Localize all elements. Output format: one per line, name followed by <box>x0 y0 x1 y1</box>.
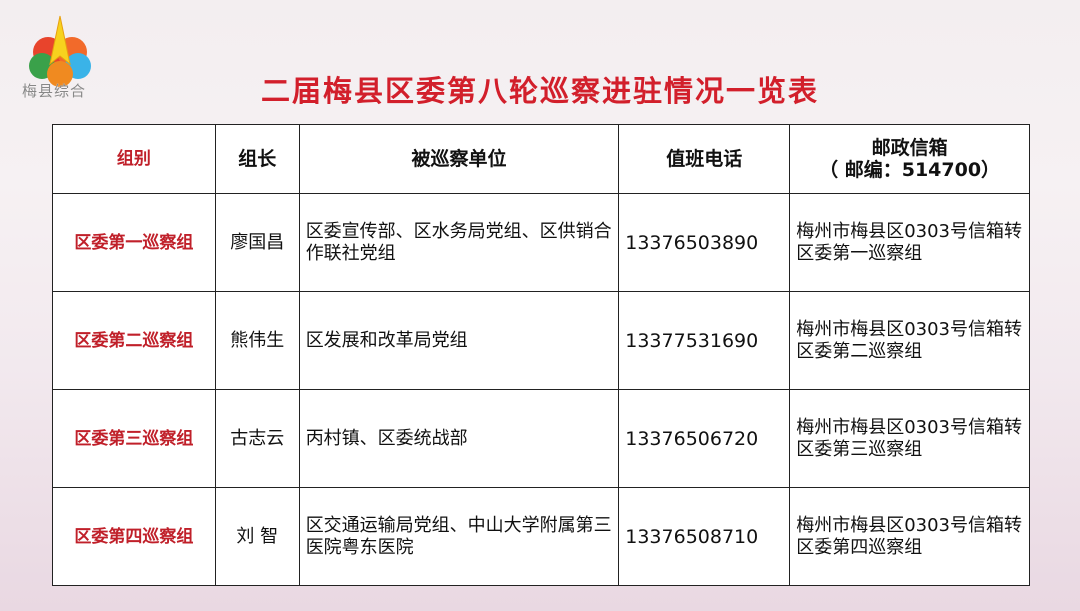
cell-phone: 13376506720 <box>618 389 791 488</box>
cell-leader: 熊伟生 <box>214 291 300 390</box>
cell-mailbox: 梅州市梅县区0303号信箱转区委第一巡察组 <box>789 193 1030 292</box>
cell-mailbox: 梅州市梅县区0303号信箱转区委第二巡察组 <box>789 291 1030 390</box>
table-row: 区委第四巡察组 刘 智 区交通运输局党组、中山大学附属第三医院粤东医院 1337… <box>52 487 1030 586</box>
logo-icon <box>29 15 91 87</box>
cell-mailbox: 梅州市梅县区0303号信箱转区委第三巡察组 <box>789 389 1030 488</box>
table-header: 组别 组长 被巡察单位 值班电话 邮政信箱（ 邮编：514700） <box>52 124 1030 194</box>
header-postcode: （ 邮编：514700） <box>819 159 1001 181</box>
cell-leader: 古志云 <box>214 389 300 488</box>
header-units: 被巡察单位 <box>298 124 620 194</box>
cell-phone: 13377531690 <box>618 291 791 390</box>
cell-group: 区委第三巡察组 <box>52 389 216 488</box>
table-row: 区委第三巡察组 古志云 丙村镇、区委统战部 13376506720 梅州市梅县区… <box>52 389 1030 488</box>
cell-phone: 13376508710 <box>618 487 791 586</box>
table-row: 区委第一巡察组 廖国昌 区委宣传部、区水务局党组、区供销合作联社党组 13376… <box>52 193 1030 292</box>
header-phone: 值班电话 <box>618 124 791 194</box>
table-row: 区委第二巡察组 熊伟生 区发展和改革局党组 13377531690 梅州市梅县区… <box>52 291 1030 390</box>
cell-units: 丙村镇、区委统战部 <box>298 389 620 488</box>
cell-group: 区委第一巡察组 <box>52 193 216 292</box>
cell-units: 区委宣传部、区水务局党组、区供销合作联社党组 <box>298 193 620 292</box>
header-mailbox-title: 邮政信箱 <box>871 137 948 159</box>
header-mailbox: 邮政信箱（ 邮编：514700） <box>789 124 1030 194</box>
logo-text: 梅县综合 <box>22 82 87 100</box>
header-leader: 组长 <box>214 124 300 194</box>
cell-leader: 廖国昌 <box>214 193 300 292</box>
header-group: 组别 <box>52 124 216 194</box>
cell-mailbox: 梅州市梅县区0303号信箱转区委第四巡察组 <box>789 487 1030 586</box>
inspection-table: 组别 组长 被巡察单位 值班电话 邮政信箱（ 邮编：514700） 区委第一巡察… <box>52 124 1030 586</box>
cell-group: 区委第四巡察组 <box>52 487 216 586</box>
cell-group: 区委第二巡察组 <box>52 291 216 390</box>
cell-units: 区发展和改革局党组 <box>298 291 620 390</box>
page-title: 二届梅县区委第八轮巡察进驻情况一览表 <box>260 74 819 108</box>
cell-phone: 13376503890 <box>618 193 791 292</box>
cell-leader: 刘 智 <box>214 487 300 586</box>
cell-units: 区交通运输局党组、中山大学附属第三医院粤东医院 <box>298 487 620 586</box>
